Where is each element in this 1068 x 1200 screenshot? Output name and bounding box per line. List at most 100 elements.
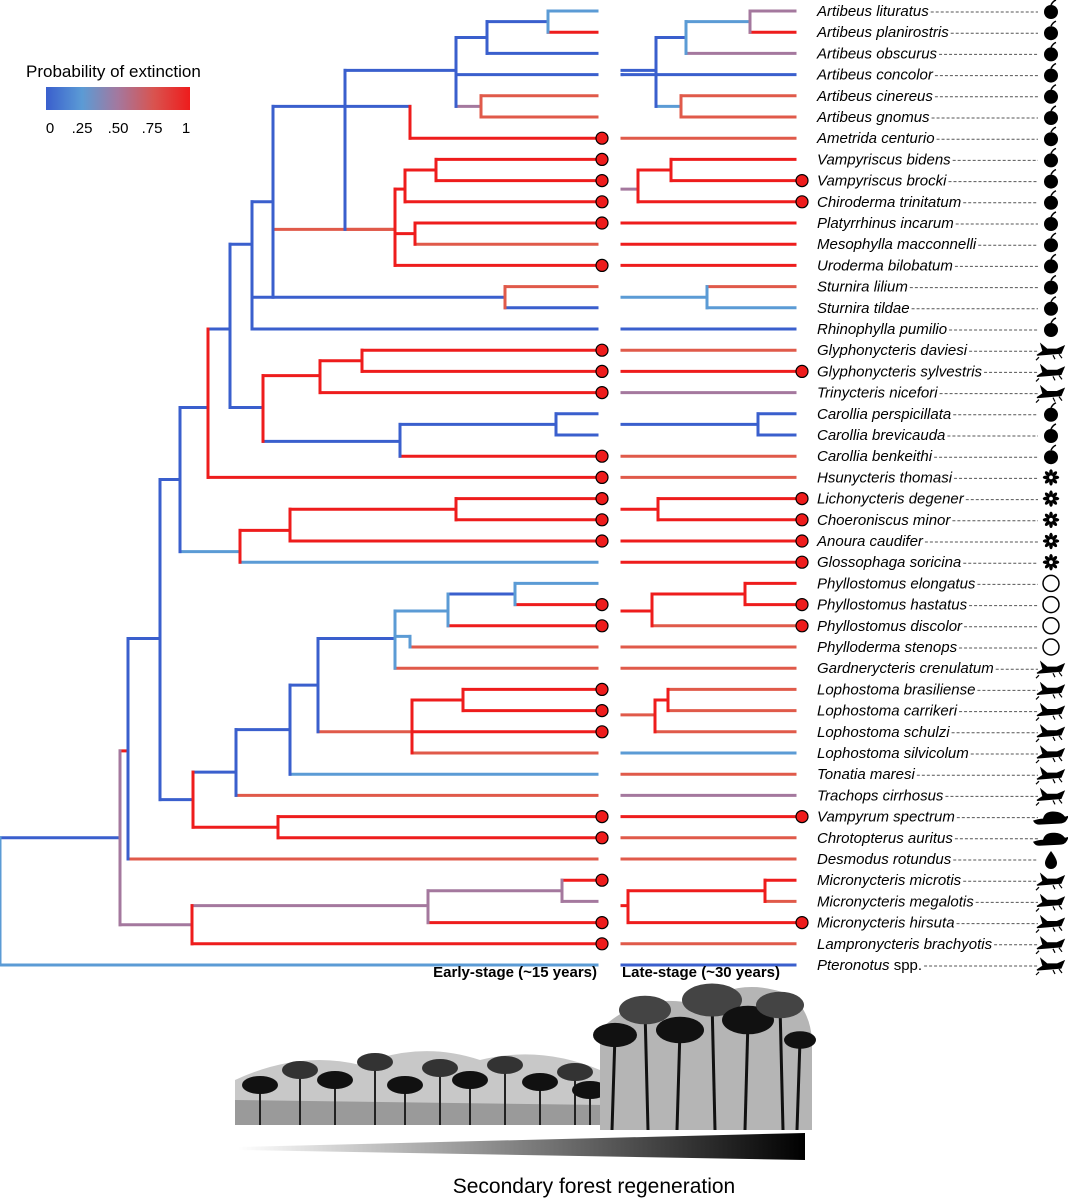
fruit-icon xyxy=(1044,26,1058,41)
species-name: Lophostoma silvicolum xyxy=(817,745,969,762)
early-extinction-dot xyxy=(595,174,609,188)
fruit-icon xyxy=(1044,259,1058,274)
tree-crown xyxy=(242,1076,278,1094)
early-extinction-dot xyxy=(595,470,609,484)
fruit-icon xyxy=(1044,407,1058,422)
tree-trunk xyxy=(795,1039,802,1131)
fruit-stem-icon xyxy=(1050,402,1057,409)
species-row: Lampronycteris brachyotis xyxy=(817,936,1066,955)
species-row: Glyphonycteris sylvestris xyxy=(817,363,1066,382)
fruit-icon xyxy=(1044,280,1058,295)
tree-trunk xyxy=(610,1034,617,1131)
fruit-stem-icon xyxy=(1050,296,1057,303)
species-row: Choeroniscus minor xyxy=(817,511,1060,529)
species-name: Vampyriscus bidens xyxy=(817,151,951,168)
species-row: Glyphonycteris daviesi xyxy=(817,342,1066,361)
fruit-icon xyxy=(1044,238,1058,253)
species-row: Glossophaga soricina xyxy=(817,553,1060,571)
legend-title: Probability of extinction xyxy=(26,62,201,81)
insect-icon xyxy=(1035,724,1066,743)
species-name: Carollia perspicillata xyxy=(817,406,951,423)
early-extinction-dot xyxy=(595,619,609,633)
species-name: Artibeus obscurus xyxy=(816,45,938,62)
insect-icon xyxy=(1035,384,1066,404)
species-name: Artibeus planirostris xyxy=(816,24,949,41)
species-row: Artibeus obscurus xyxy=(816,41,1058,62)
species-row: Vampyriscus brocki xyxy=(817,168,1058,190)
species-row: Hsunycteris thomasi xyxy=(817,469,1060,486)
x-caption: Secondary forest regeneration xyxy=(453,1175,736,1198)
tree-crown xyxy=(452,1071,488,1089)
species-name: Uroderma bilobatum xyxy=(817,257,953,274)
species-name: Sturnira lilium xyxy=(817,279,908,296)
species-name: Trachops cirrhosus xyxy=(817,787,944,804)
species-name: Glyphonycteris daviesi xyxy=(817,342,968,359)
species-row: Chiroderma trinitatum xyxy=(817,190,1058,211)
early-stage-tree xyxy=(0,9,599,967)
species-name: Anoura caudifer xyxy=(816,533,924,550)
species-name: Tonatia maresi xyxy=(817,766,915,783)
fruit-stem-icon xyxy=(1050,20,1057,27)
fruit-stem-icon xyxy=(1050,105,1057,112)
flower-icon xyxy=(1042,469,1060,486)
species-name: Hsunycteris thomasi xyxy=(817,469,953,486)
species-row: Lophostoma schulzi xyxy=(817,724,1066,743)
species-row: Phyllostomus discolor xyxy=(817,617,1060,635)
species-name: Glyphonycteris sylvestris xyxy=(817,363,983,380)
early-extinction-dot xyxy=(595,343,609,357)
species-name: Rhinophylla pumilio xyxy=(817,321,947,338)
species-name: Vampyrum spectrum xyxy=(817,809,955,826)
late-extinction-dot xyxy=(795,534,809,548)
fruit-icon xyxy=(1044,68,1058,83)
insect-icon xyxy=(1035,787,1066,806)
omnivore-icon xyxy=(1042,638,1060,656)
fruit-stem-icon xyxy=(1050,232,1057,239)
legend-tick: .75 xyxy=(142,120,163,137)
forest-illustration xyxy=(235,983,816,1131)
species-name: Artibeus gnomus xyxy=(816,109,930,126)
species-row: Lophostoma carrikeri xyxy=(817,702,1066,722)
species-row: Mesophylla macconnelli xyxy=(817,232,1058,253)
insect-icon xyxy=(1035,342,1066,361)
insect-icon xyxy=(1035,681,1066,700)
tree-crown xyxy=(317,1071,353,1089)
early-extinction-dot xyxy=(595,449,609,463)
tree-crown xyxy=(656,1016,704,1044)
fruit-icon xyxy=(1044,5,1058,19)
species-row: Platyrrhinus incarum xyxy=(817,211,1058,232)
insect-icon xyxy=(1035,893,1066,912)
species-row: Tonatia maresi xyxy=(817,766,1066,785)
fruit-icon xyxy=(1044,217,1058,231)
early-extinction-dot xyxy=(595,195,609,209)
tree-crown xyxy=(784,1031,816,1049)
fruit-stem-icon xyxy=(1050,62,1057,69)
tree-crown xyxy=(487,1056,523,1074)
tree-crown xyxy=(593,1022,637,1048)
tree-crown xyxy=(522,1073,558,1091)
early-extinction-dot xyxy=(595,216,609,230)
insect-icon xyxy=(1035,702,1066,722)
late-extinction-dot xyxy=(795,597,809,612)
species-name: Carollia benkeithi xyxy=(817,448,933,465)
tree-crown xyxy=(756,991,804,1019)
flower-icon xyxy=(1042,511,1060,529)
species-name: Lophostoma carrikeri xyxy=(817,703,958,720)
species-row: Lophostoma silvicolum xyxy=(817,745,1066,764)
species-row: Anoura caudifer xyxy=(816,532,1060,550)
early-extinction-dot xyxy=(595,513,609,527)
fruit-stem-icon xyxy=(1050,190,1057,197)
species-row: Micronycteris microtis xyxy=(817,872,1066,891)
early-extinction-dot xyxy=(595,937,609,951)
species-row: Ametrida centurio xyxy=(816,126,1058,147)
species-name: Phyllostomus discolor xyxy=(817,618,963,635)
tree-crown xyxy=(282,1061,318,1079)
species-name: Trinycteris nicefori xyxy=(817,385,938,402)
species-row: Sturnira tildae xyxy=(817,296,1058,317)
late-extinction-dot xyxy=(795,809,809,824)
rodent-icon xyxy=(1033,811,1068,825)
fruit-stem-icon xyxy=(1050,253,1057,260)
species-name: Lophostoma brasiliense xyxy=(817,681,975,698)
species-name: Lampronycteris brachyotis xyxy=(817,936,993,953)
species-row: Desmodus rotundus xyxy=(817,851,1057,869)
